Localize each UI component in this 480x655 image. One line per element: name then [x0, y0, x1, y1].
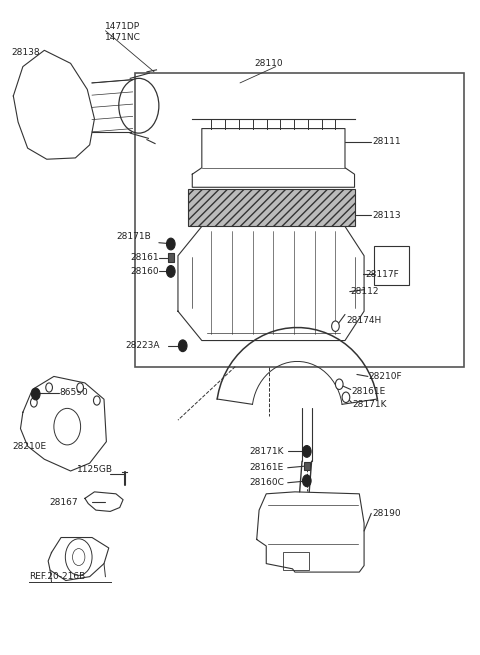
Text: 28223A: 28223A [125, 341, 160, 350]
Bar [188, 189, 355, 227]
Circle shape [94, 396, 100, 405]
Text: 28160: 28160 [130, 267, 159, 276]
Circle shape [77, 383, 84, 392]
Text: 28110: 28110 [254, 59, 283, 68]
Text: 28161: 28161 [130, 253, 159, 262]
Circle shape [167, 238, 175, 250]
Circle shape [302, 445, 311, 457]
Text: 28138: 28138 [11, 48, 39, 57]
Bar [283, 552, 309, 570]
Circle shape [167, 265, 175, 277]
Text: 28117F: 28117F [365, 269, 399, 278]
Text: 28111: 28111 [372, 137, 401, 146]
Text: 28160C: 28160C [250, 478, 285, 487]
Text: REF.20-216B: REF.20-216B [29, 572, 85, 581]
Bar [304, 462, 310, 470]
Text: 28112: 28112 [351, 287, 379, 296]
Circle shape [46, 383, 52, 392]
Text: 28171K: 28171K [353, 400, 387, 409]
Text: 28171K: 28171K [250, 447, 284, 456]
Text: 28161E: 28161E [352, 387, 386, 396]
Text: 28190: 28190 [372, 509, 401, 518]
Text: 86590: 86590 [60, 388, 88, 397]
Text: 28174H: 28174H [346, 316, 381, 326]
Circle shape [336, 379, 343, 390]
Bar [168, 253, 174, 262]
Text: 1471DP: 1471DP [106, 22, 141, 31]
Circle shape [31, 398, 37, 407]
Text: 1471NC: 1471NC [106, 33, 141, 43]
Bar [373, 246, 409, 285]
Text: 28210E: 28210E [12, 441, 46, 451]
Circle shape [302, 475, 311, 487]
Bar [135, 73, 464, 367]
Circle shape [179, 340, 187, 352]
Text: 28113: 28113 [372, 211, 401, 220]
Circle shape [332, 321, 339, 331]
Text: 28161E: 28161E [250, 463, 284, 472]
Text: 28167: 28167 [49, 498, 78, 507]
Circle shape [342, 392, 350, 403]
Text: 28171B: 28171B [116, 232, 151, 240]
Circle shape [32, 388, 40, 400]
Text: 1125GB: 1125GB [77, 465, 113, 474]
Text: 28210F: 28210F [369, 372, 402, 381]
